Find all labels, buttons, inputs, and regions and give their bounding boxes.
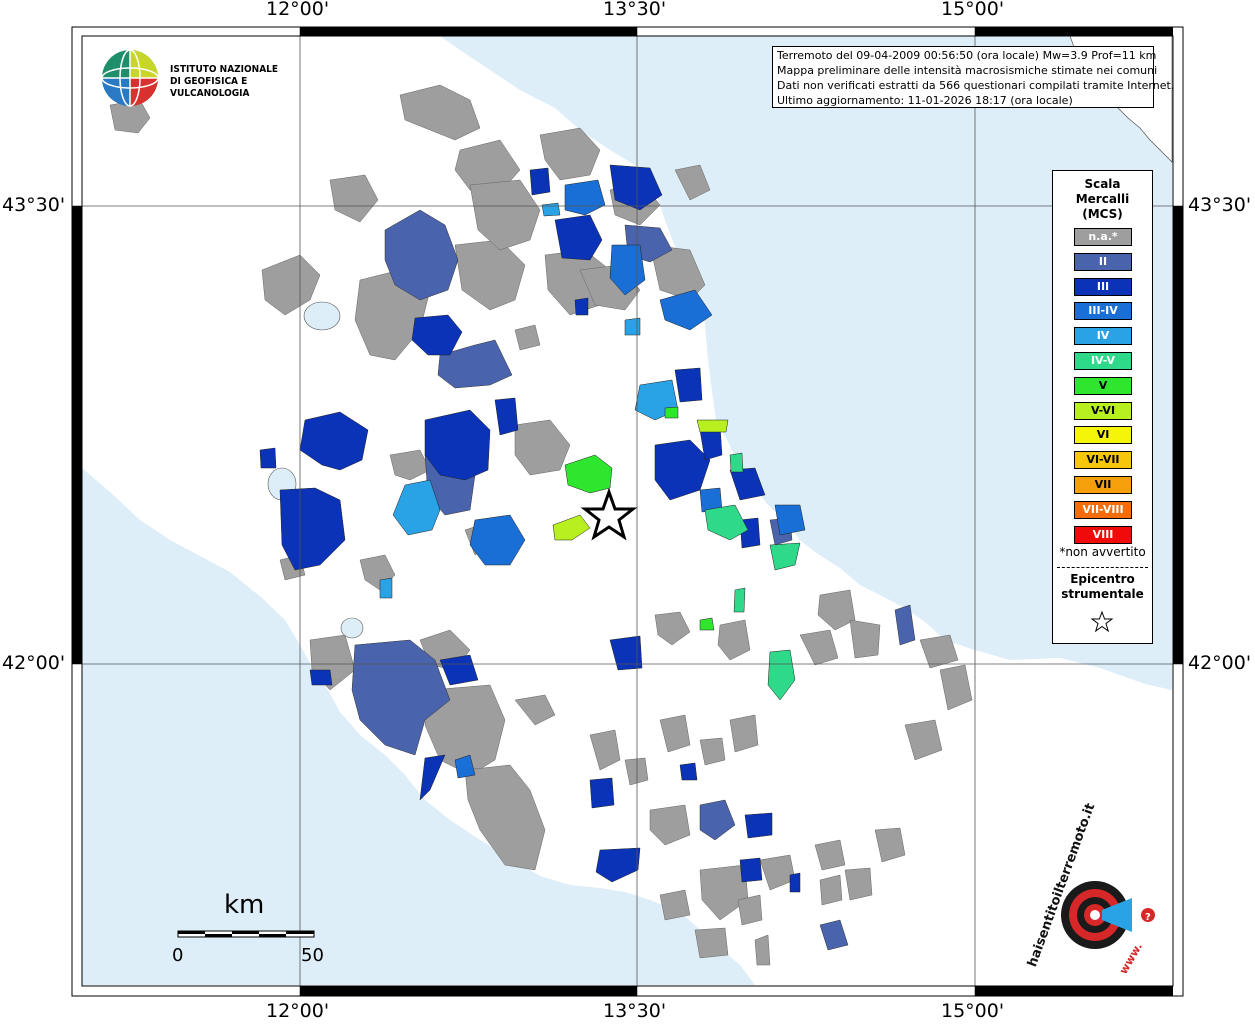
legend-note: *non avvertito (1059, 545, 1146, 559)
graticule (72, 27, 1183, 996)
bottom-label-13-30: 13°30' (603, 1000, 667, 1022)
legend-divider (1057, 567, 1148, 568)
legend-title-line3: (MCS) (1082, 207, 1123, 221)
intensity-iii-areas (259, 164, 801, 893)
legend-swatch-5: IV-V (1074, 352, 1132, 370)
logo-line1: ISTITUTO NAZIONALE (170, 64, 279, 75)
target-logo-icon: ? (1061, 881, 1155, 949)
globe-icon (101, 49, 159, 107)
scale-end: 50 (301, 945, 324, 966)
legend-epi-line2: strumentale (1061, 587, 1144, 601)
info-line4: Ultimo aggiornamento: 11-01-2026 18:17 (… (777, 94, 1073, 107)
legend-swatch-6: V (1074, 376, 1132, 395)
legend-star-icon (1091, 611, 1113, 633)
scale-bar: km 0 50 (170, 890, 330, 970)
scale-bar-graphic (177, 930, 315, 938)
intensity-ii-areas (351, 209, 916, 951)
legend-swatch-0: n.a.* (1074, 228, 1132, 246)
legend-swatch-11: VII-VIII (1074, 500, 1132, 519)
legend-swatch-4: IV (1074, 327, 1132, 346)
legend-title: Scala Mercalli (MCS) (1053, 177, 1152, 222)
legend-epicenter-title: Epicentro strumentale (1053, 572, 1152, 602)
map-frame (71, 26, 1184, 997)
info-line3: Dati non verificati estratti da 566 ques… (777, 79, 1175, 92)
intensity-iv-v-areas (704, 452, 801, 701)
top-label-12: 12°00' (266, 0, 330, 20)
info-line1: Terremoto del 09-04-2009 00:56:50 (ora l… (777, 49, 1157, 62)
tyrrhenian-sea (82, 468, 755, 985)
adriatic-sea (440, 36, 1172, 690)
left-label-43-30: 43°30' (2, 194, 66, 216)
intensity-v-areas (564, 406, 715, 631)
intensity-v-vi-areas (552, 419, 729, 541)
epicenter-star (580, 487, 638, 541)
legend-swatch-3: III-IV (1074, 302, 1132, 321)
right-label-42: 42°00' (1188, 652, 1252, 674)
legend-swatch-8: VI (1074, 426, 1132, 445)
intensity-iv-areas (379, 202, 679, 599)
info-line2: Mappa preliminare delle intensità macros… (777, 64, 1158, 77)
legend-swatch-1: II (1074, 252, 1132, 271)
legend-swatch-9: VI-VII (1074, 451, 1132, 470)
haisentito-badge: ? haisentitoilterremoto.it www. (1025, 801, 1170, 980)
legend-title-line1: Scala (1084, 177, 1121, 191)
legend-title-line2: Mercalli (1075, 192, 1130, 206)
intensity-iii-iv-areas (454, 179, 806, 779)
legend-swatch-12: VIII (1074, 525, 1132, 544)
legend-swatch-10: VII (1074, 476, 1132, 494)
top-label-13-30: 13°30' (603, 0, 667, 20)
left-label-42: 42°00' (2, 652, 66, 674)
svg-text:?: ? (1145, 912, 1151, 923)
legend-swatch-2: III (1074, 277, 1132, 296)
bottom-label-12: 12°00' (266, 1000, 330, 1022)
legend-epi-line1: Epicentro (1070, 572, 1135, 586)
scale-unit: km (224, 890, 265, 920)
logo-line2: DI GEOFISICA E VULCANOLOGIA (170, 76, 250, 99)
scale-start: 0 (172, 945, 184, 966)
ingv-logo: ISTITUTO NAZIONALE DI GEOFISICA E VULCAN… (100, 48, 320, 110)
event-info-box: Terremoto del 09-04-2009 00:56:50 (ora l… (772, 46, 1175, 108)
bottom-label-15: 15°00' (941, 1000, 1005, 1022)
top-label-15: 15°00' (941, 0, 1005, 20)
legend-swatch-7: V-VI (1074, 401, 1132, 420)
mcs-legend: Scala Mercalli (MCS) n.a.* II III III-IV IV I… (1052, 170, 1153, 644)
right-label-43-30: 43°30' (1188, 194, 1252, 216)
